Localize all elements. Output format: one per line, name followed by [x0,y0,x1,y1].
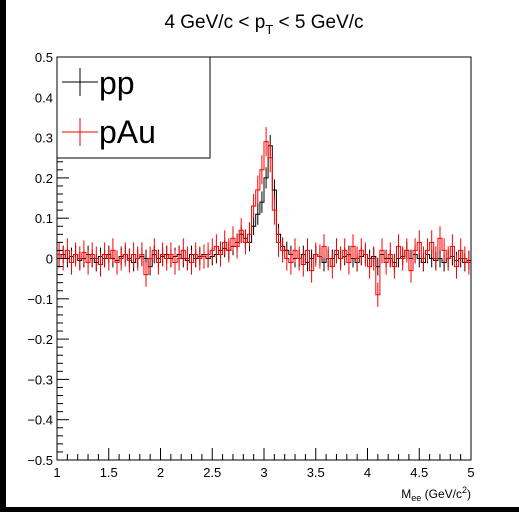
x-axis-label-main: M [401,487,411,501]
x-axis-label: Mee (GeV/c2) [401,485,471,503]
y-tick-label: 0.2 [35,171,53,186]
plot-canvas: 4 GeV/c < pT < 5 GeV/c −0.5 −0.4 −0.3 −0.2 −… [6,0,519,507]
x-axis-label-sub: ee [411,493,421,503]
y-tick-label: 0.5 [35,50,53,65]
x-tick-label: 2.5 [203,465,221,480]
x-tick-label: 5 [467,465,474,480]
x-tick-label: 3 [260,465,267,480]
chart-title: 4 GeV/c < pT < 5 GeV/c [164,12,363,37]
y-tick-label: 0.1 [35,211,53,226]
x-axis-label-sup: 2 [462,485,467,495]
y-tick-label: 0.3 [35,131,53,146]
y-tick-label: −0.4 [27,413,53,428]
x-axis-label-end: ) [467,487,471,501]
legend-marker-pau [62,118,98,146]
series-line [57,141,471,296]
y-tick-label: −0.5 [27,453,53,468]
y-tick-label: −0.2 [27,332,53,347]
chart-title-rest: < 5 GeV/c [273,12,363,33]
chart-title-sub: T [265,22,273,37]
chart: 4 GeV/c < pT < 5 GeV/c −0.5 −0.4 −0.3 −0.2 −… [27,12,474,503]
x-tick-label: 1 [53,465,60,480]
series-layer [57,127,471,307]
legend-marker-pp [62,68,98,96]
x-axis-label-rest: (GeV/c [421,487,462,501]
chart-title-main: 4 GeV/c < p [164,12,265,33]
x-tick-label: 4 [364,465,371,480]
legend: pp pAu [56,56,211,159]
legend-label-pau: pAu [99,114,156,150]
y-tick-label: −0.3 [27,372,53,387]
legend-box [56,56,211,159]
legend-label-pp: pp [99,65,135,101]
x-tick-label: 3.5 [307,465,325,480]
series-pau [57,127,471,307]
x-tick-label: 4.5 [410,465,428,480]
y-tick-label: 0 [46,252,53,267]
x-tick-label: 1.5 [100,465,118,480]
y-tick-label: −0.1 [27,292,53,307]
x-tick-label: 2 [157,465,164,480]
y-tick-label: 0.4 [35,90,53,105]
